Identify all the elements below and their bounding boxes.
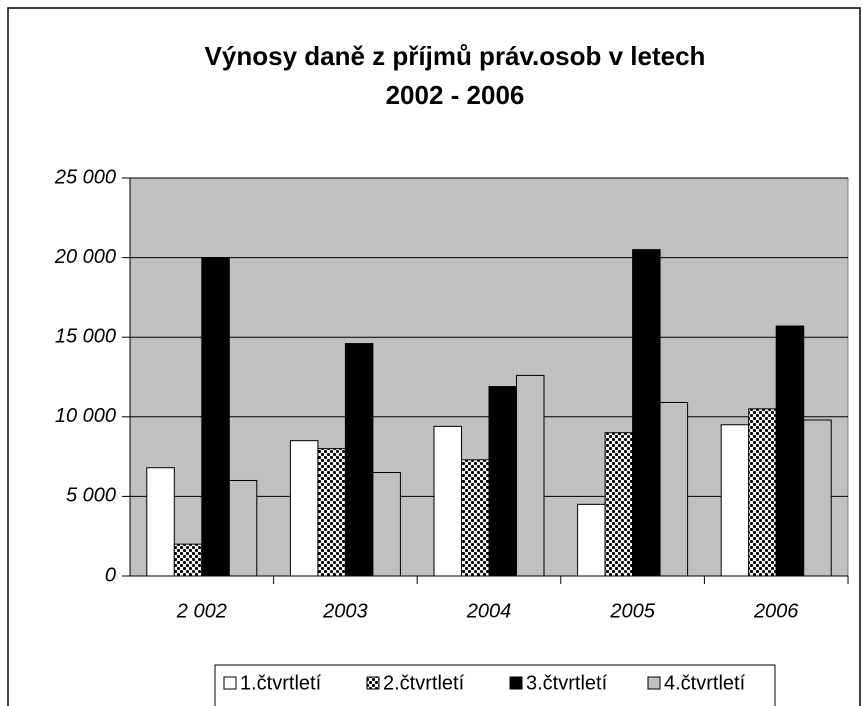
- chart-frame: [7, 7, 861, 706]
- x-tick-label: 2 002: [176, 600, 227, 622]
- legend-swatch: [366, 676, 380, 690]
- y-tick-label: 0: [105, 564, 116, 586]
- legend-label: 2.čtvrtletí: [383, 672, 465, 694]
- y-tick-label: 25 000: [54, 166, 116, 188]
- y-tick-label: 20 000: [54, 246, 116, 268]
- legend-label: 1.čtvrtletí: [240, 672, 322, 694]
- bar: [173, 543, 203, 577]
- legend-swatch: [509, 676, 523, 690]
- bar: [146, 467, 175, 577]
- bar: [632, 249, 661, 577]
- bar: [516, 374, 545, 577]
- y-tick-label: 15 000: [55, 325, 116, 347]
- bar: [659, 401, 689, 577]
- bar: [228, 479, 258, 577]
- chart-title: 2002 - 2006: [386, 80, 525, 110]
- bar: [775, 325, 805, 577]
- chart-title: Výnosy daně z příjmů práv.osob v letech: [205, 41, 706, 71]
- bar: [372, 472, 401, 577]
- bar: [461, 459, 490, 577]
- legend-swatch: [647, 676, 661, 690]
- bar: [803, 419, 832, 577]
- bar: [577, 503, 606, 577]
- bar: [720, 424, 750, 577]
- legend-label: 4.čtvrtletí: [664, 672, 746, 694]
- bar: [604, 432, 634, 577]
- x-tick-label: 2003: [322, 600, 368, 622]
- x-tick-label: 2006: [753, 600, 799, 622]
- legend-box: [214, 664, 776, 706]
- bar: [344, 343, 374, 577]
- bar: [289, 440, 319, 577]
- y-tick-label: 10 000: [55, 405, 116, 427]
- legend-label: 3.čtvrtletí: [526, 672, 608, 694]
- bar: [433, 425, 462, 577]
- x-tick-label: 2005: [609, 600, 655, 622]
- bar: [317, 448, 346, 577]
- bar: [488, 386, 517, 577]
- legend-swatch: [223, 676, 237, 690]
- x-tick-label: 2004: [466, 600, 512, 622]
- y-tick-label: 5 000: [66, 485, 116, 507]
- bar: [748, 408, 777, 577]
- bar: [201, 257, 230, 577]
